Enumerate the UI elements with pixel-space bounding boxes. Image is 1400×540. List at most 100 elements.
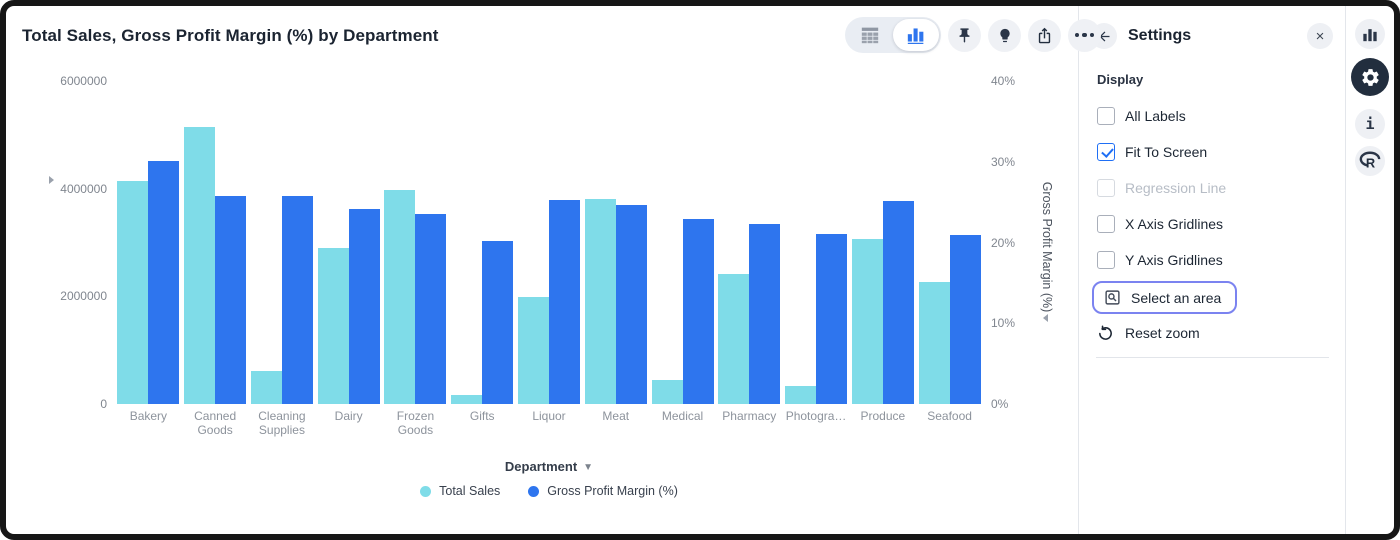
r-logo-icon: R <box>1359 151 1381 170</box>
bar-total-sales[interactable] <box>184 126 216 404</box>
panel-section-divider <box>1096 357 1329 358</box>
legend-dot-blue <box>528 485 540 497</box>
pin-icon <box>959 27 970 43</box>
svg-text:R: R <box>1366 155 1375 170</box>
settings-title: Settings <box>1128 27 1192 44</box>
bar-group-seafood[interactable] <box>916 81 983 404</box>
table-view-toggle[interactable] <box>847 19 893 51</box>
table-icon <box>861 27 879 44</box>
bar-gross-profit-margin[interactable] <box>148 160 180 404</box>
bar-total-sales[interactable] <box>451 394 483 404</box>
bar-group-medical[interactable] <box>649 81 716 404</box>
bar-total-sales[interactable] <box>851 239 883 404</box>
plot-area[interactable] <box>115 81 983 404</box>
rail-r-button[interactable]: R <box>1355 146 1385 176</box>
bar-group-liquor[interactable] <box>516 81 583 404</box>
axis-tick-label: 4000000 <box>60 181 107 196</box>
panel-divider <box>1078 6 1079 534</box>
bar-group-canned-goods[interactable] <box>182 81 249 404</box>
settings-header: Settings × <box>1091 18 1333 54</box>
bar-total-sales[interactable] <box>517 297 549 404</box>
chart-view-toggle[interactable] <box>893 19 939 51</box>
bar-total-sales[interactable] <box>651 380 683 404</box>
checkbox-row-fit-to-screen[interactable]: Fit To Screen <box>1097 134 1329 170</box>
checkbox-row-x-axis-gridlines[interactable]: X Axis Gridlines <box>1097 206 1329 242</box>
share-button[interactable] <box>1028 18 1061 52</box>
display-options: All Labels Fit To Screen Regression Line X … <box>1097 98 1329 278</box>
checkbox[interactable] <box>1097 215 1115 233</box>
bar-gross-profit-margin[interactable] <box>615 204 647 404</box>
checkbox-row-all-labels[interactable]: All Labels <box>1097 98 1329 134</box>
x-category-label: Pharmacy <box>722 409 777 423</box>
checkbox-label: Regression Line <box>1125 180 1227 196</box>
share-icon <box>1038 27 1051 43</box>
bar-gross-profit-margin[interactable] <box>816 233 848 404</box>
legend-item-gross-profit[interactable]: Gross Profit Margin (%) <box>528 484 678 498</box>
bar-gross-profit-margin[interactable] <box>348 209 380 404</box>
close-button[interactable]: × <box>1307 23 1333 49</box>
x-category-label: Canned Goods <box>194 409 237 437</box>
checkbox-label: All Labels <box>1125 108 1186 124</box>
checkbox[interactable] <box>1097 143 1115 161</box>
bar-group-frozen-goods[interactable] <box>382 81 449 404</box>
x-category-label: Produce <box>860 409 906 423</box>
bar-group-meat[interactable] <box>582 81 649 404</box>
close-icon: × <box>1315 27 1325 45</box>
bar-gross-profit-margin[interactable] <box>215 195 247 404</box>
bar-gross-profit-margin[interactable] <box>882 200 914 404</box>
bar-total-sales[interactable] <box>384 190 416 404</box>
bar-total-sales[interactable] <box>718 273 750 404</box>
bar-gross-profit-margin[interactable] <box>749 223 781 404</box>
x-category-label: Meat <box>602 409 630 423</box>
chart-toolbar <box>845 17 1101 53</box>
pin-button[interactable] <box>948 18 981 52</box>
bar-group-dairy[interactable] <box>315 81 382 404</box>
bar-total-sales[interactable] <box>918 282 950 404</box>
right-axis-sort-caret <box>1043 314 1048 322</box>
bar-group-gifts[interactable] <box>449 81 516 404</box>
info-icon: i <box>1365 115 1375 133</box>
x-axis-labels: Bakery Canned Goods Cleaning Supplies Dairy… <box>115 409 983 445</box>
bar-group-cleaning-supplies[interactable] <box>249 81 316 404</box>
bar-total-sales[interactable] <box>785 386 817 404</box>
gear-icon <box>1361 68 1379 86</box>
x-axis-title[interactable]: Department ▼ <box>504 459 594 474</box>
x-category-label: Bakery <box>129 409 168 423</box>
rail-divider <box>1345 6 1346 534</box>
x-category-label: Seafood <box>927 409 972 423</box>
rail-chart-button[interactable] <box>1355 19 1385 49</box>
legend-label: Total Sales <box>439 484 501 498</box>
bar-chart-icon <box>907 28 924 44</box>
bar-group-photogra-[interactable] <box>783 81 850 404</box>
bar-gross-profit-margin[interactable] <box>949 235 981 404</box>
more-options-button[interactable] <box>1068 18 1101 52</box>
x-category-label: Cleaning Supplies <box>258 409 306 437</box>
checkbox[interactable] <box>1097 251 1115 269</box>
rail-info-button[interactable]: i <box>1355 109 1385 139</box>
select-area-button[interactable]: Select an area <box>1092 281 1238 314</box>
chevron-down-icon: ▼ <box>583 462 594 473</box>
bar-gross-profit-margin[interactable] <box>682 219 714 404</box>
bar-total-sales[interactable] <box>317 247 349 404</box>
bar-group-pharmacy[interactable] <box>716 81 783 404</box>
bar-total-sales[interactable] <box>250 370 282 404</box>
ellipsis-icon <box>1074 32 1095 38</box>
bar-group-bakery[interactable] <box>115 81 182 404</box>
bar-chart-icon <box>1363 28 1377 41</box>
insights-button[interactable] <box>988 18 1021 52</box>
bar-group-produce[interactable] <box>849 81 916 404</box>
checkbox[interactable] <box>1097 107 1115 125</box>
reset-zoom-button[interactable]: Reset zoom <box>1097 324 1200 342</box>
bar-gross-profit-margin[interactable] <box>415 214 447 404</box>
bar-total-sales[interactable] <box>117 180 149 404</box>
bar-gross-profit-margin[interactable] <box>482 240 514 404</box>
checkbox-row-y-axis-gridlines[interactable]: Y Axis Gridlines <box>1097 242 1329 278</box>
bar-total-sales[interactable] <box>584 199 616 404</box>
bar-gross-profit-margin[interactable] <box>548 199 580 404</box>
axis-tick-label: 2000000 <box>60 289 107 304</box>
legend-item-total-sales[interactable]: Total Sales <box>420 484 500 498</box>
reset-zoom-icon <box>1099 324 1112 340</box>
rail-settings-button[interactable] <box>1351 58 1389 96</box>
bar-gross-profit-margin[interactable] <box>281 196 313 404</box>
select-area-label: Select an area <box>1131 289 1222 306</box>
